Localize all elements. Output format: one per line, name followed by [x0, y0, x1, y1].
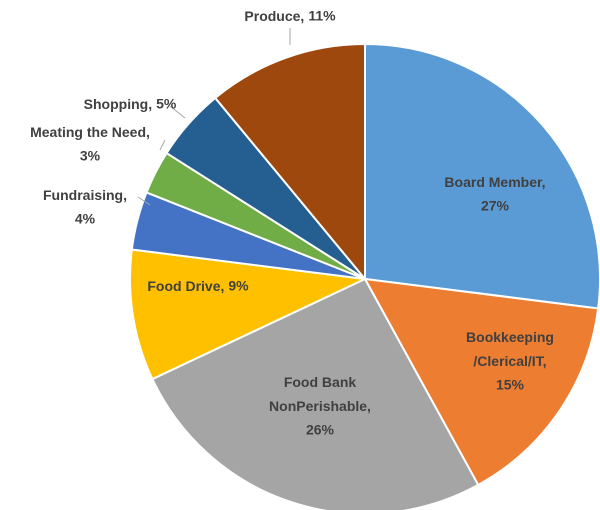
slice-label: Produce,: [244, 8, 304, 24]
pie-slice: [151, 277, 480, 510]
pie-slice: [363, 277, 600, 487]
slice-label: Food Bank NonPerishable,: [269, 374, 371, 414]
slice-label: Meating the Need,: [30, 124, 150, 140]
slice-label: Bookkeeping/Clerical/IT,: [466, 329, 554, 369]
value-label: 27%: [481, 198, 510, 214]
slice-label: Board Member,: [444, 174, 545, 190]
value-label: 15%: [496, 377, 525, 393]
value-label: 3%: [80, 148, 101, 164]
slice-label: Shopping,: [84, 96, 152, 112]
pie-slice: [129, 248, 369, 381]
leader-line: [137, 196, 151, 206]
leader-line: [159, 139, 166, 151]
leader-line: [169, 105, 186, 119]
pie: [129, 42, 600, 510]
value-label: 5%: [156, 96, 177, 112]
slice-label: Fundraising,: [43, 187, 127, 203]
value-label: 9%: [228, 278, 249, 294]
value-label: 11%: [308, 8, 336, 24]
pie-slice: [213, 42, 366, 282]
labels: Board Member, 27% Bookkeeping/Clerical/IT,…: [30, 8, 554, 438]
slice-label: Food Drive,: [147, 278, 224, 294]
pie-slice: [364, 42, 600, 310]
value-label: 26%: [306, 422, 335, 438]
value-label: 4%: [75, 211, 96, 227]
